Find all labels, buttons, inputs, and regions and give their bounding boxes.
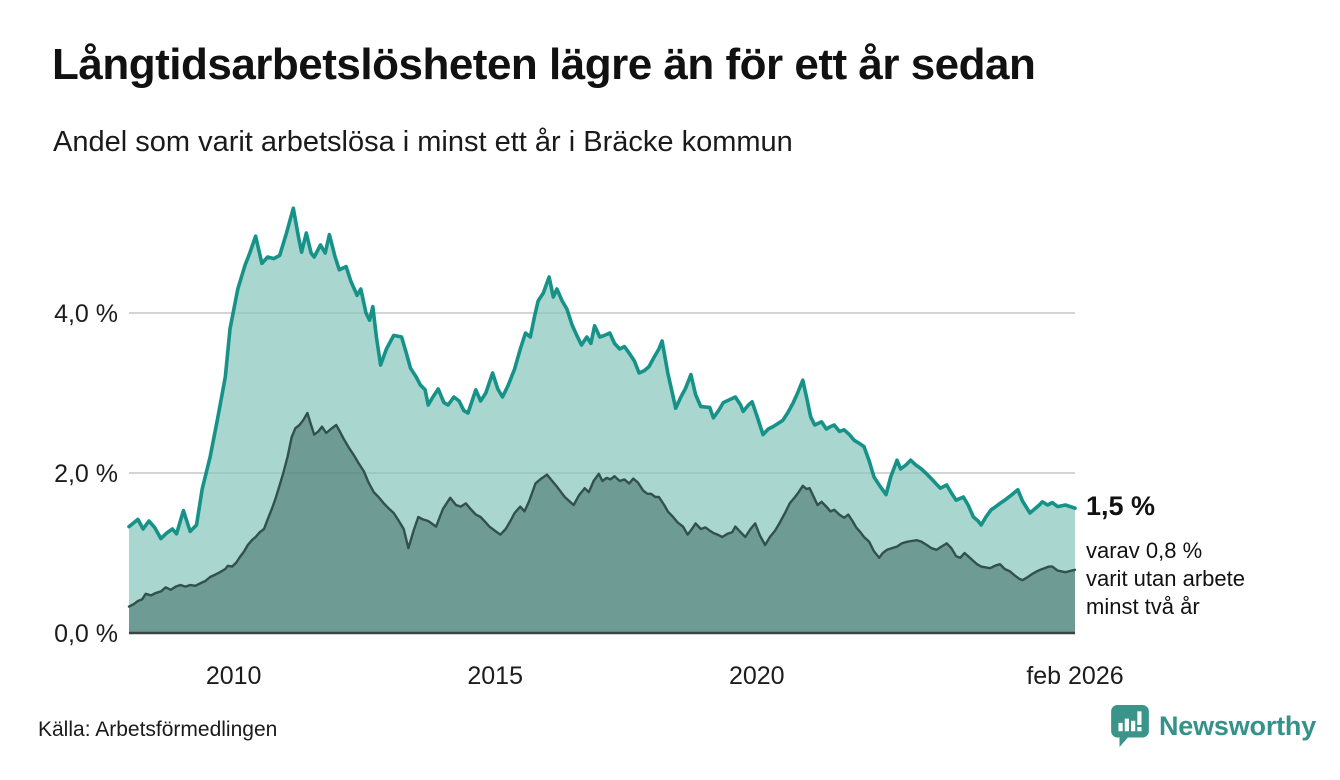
end-value-label-two-years: varav 0,8 % varit utan arbete minst två … <box>1086 537 1245 621</box>
annotation-line: minst två år <box>1086 594 1200 619</box>
series-line <box>127 206 1077 541</box>
x-tick-label: 2010 <box>206 662 262 690</box>
exclamation-icon <box>1137 711 1142 725</box>
annotation-line: varav 0,8 % <box>1086 538 1203 563</box>
y-tick-label: 4,0 % <box>54 300 118 328</box>
brand-wordmark: Newsworthy <box>1159 710 1317 741</box>
bar-icon <box>1118 722 1123 732</box>
chart-subtitle: Andel som varit arbetslösa i minst ett å… <box>53 126 793 158</box>
x-tick-label: 2015 <box>467 662 523 690</box>
page-title: Långtidsarbetslösheten lägre än för ett … <box>52 40 1036 89</box>
bar-icon <box>1131 720 1136 732</box>
end-value-label-one-year: 1,5 % <box>1086 491 1156 521</box>
bar-icon <box>1124 718 1129 732</box>
series-area-fill <box>129 413 1075 633</box>
newsworthy-bubble-icon <box>1111 705 1149 747</box>
exclamation-dot-icon <box>1137 727 1142 732</box>
series-line <box>127 411 1077 608</box>
y-tick-label: 2,0 % <box>54 460 118 488</box>
newsworthy-logo[interactable]: Newsworthy <box>1110 704 1316 748</box>
annotation-line: varit utan arbete <box>1086 566 1245 591</box>
x-tick-label: feb 2026 <box>1026 662 1123 690</box>
x-tick-label: 2020 <box>729 662 785 690</box>
source-note: Källa: Arbetsförmedlingen <box>38 718 278 741</box>
y-tick-label: 0,0 % <box>54 620 118 648</box>
